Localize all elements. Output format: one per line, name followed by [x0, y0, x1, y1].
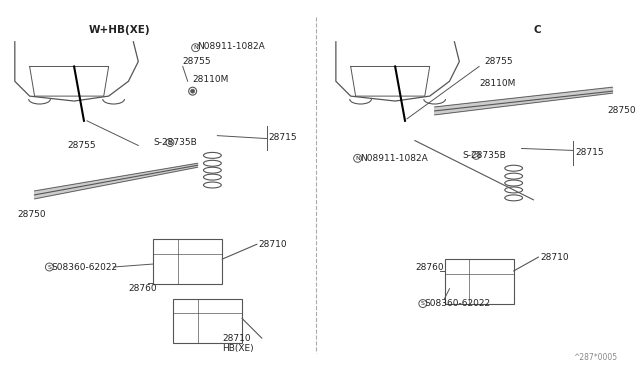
Polygon shape: [435, 87, 612, 115]
Text: N: N: [193, 45, 198, 50]
Bar: [445, 259, 514, 304]
Text: S: S: [168, 140, 172, 145]
Text: 28755: 28755: [183, 57, 211, 66]
Text: N08911-1082A: N08911-1082A: [360, 154, 428, 163]
Text: HB(XE): HB(XE): [222, 343, 254, 353]
Text: 28710: 28710: [259, 240, 287, 249]
Circle shape: [191, 89, 195, 93]
Text: 28110M: 28110M: [193, 75, 229, 84]
Text: S08360-62022: S08360-62022: [51, 263, 118, 272]
Bar: [173, 299, 242, 343]
Text: 28715: 28715: [575, 148, 604, 157]
Text: 28750: 28750: [18, 210, 47, 219]
Text: N08911-1082A: N08911-1082A: [198, 42, 266, 51]
Text: 28755: 28755: [484, 57, 513, 66]
Text: 28710: 28710: [222, 334, 251, 343]
Text: S08360-62022: S08360-62022: [425, 299, 491, 308]
Text: W+HB(XE): W+HB(XE): [89, 25, 150, 35]
Polygon shape: [35, 163, 198, 199]
Text: 28715: 28715: [269, 133, 298, 142]
Bar: [153, 239, 222, 284]
Text: S-28735B: S-28735B: [154, 138, 198, 147]
Text: S: S: [474, 153, 478, 158]
Text: S: S: [421, 301, 425, 306]
Text: N: N: [355, 156, 360, 161]
Text: 28750: 28750: [607, 106, 636, 115]
Text: 28110M: 28110M: [479, 79, 515, 88]
Text: 28760: 28760: [129, 284, 157, 293]
Text: 28755: 28755: [67, 141, 96, 150]
Text: 28710: 28710: [540, 253, 569, 262]
Text: C: C: [533, 25, 541, 35]
Text: ^287*0005: ^287*0005: [573, 353, 617, 362]
Text: 28760: 28760: [415, 263, 444, 272]
Text: S: S: [47, 264, 51, 269]
Text: S-28735B: S-28735B: [462, 151, 506, 160]
